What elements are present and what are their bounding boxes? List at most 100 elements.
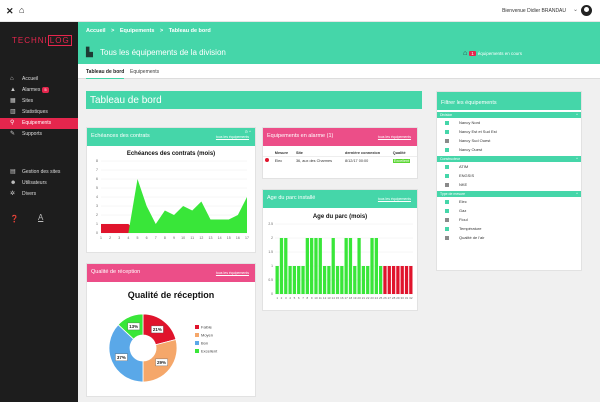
- data-label: 13%: [129, 324, 138, 329]
- filter-item[interactable]: Nancy Ouest: [437, 145, 581, 154]
- x-tick-label: 5: [294, 296, 296, 300]
- legend-label: Excellent: [201, 349, 218, 354]
- table-header: Mesure: [274, 151, 289, 155]
- y-tick-label: 3: [96, 204, 98, 208]
- chevron-down-icon[interactable]: ⌄: [572, 7, 578, 13]
- alarm-count-badge: 5: [42, 87, 49, 93]
- bar: [335, 266, 340, 294]
- filter-section-header[interactable]: Constructeur: [437, 156, 581, 162]
- contracts-panel-title: Echéances des contrats: [91, 133, 150, 139]
- page-title: Tous les équipements de la division: [100, 48, 226, 57]
- x-tick-label: 4: [289, 296, 291, 300]
- data-label-box: [155, 358, 168, 367]
- home-icon[interactable]: ⌂: [19, 5, 25, 15]
- data-label: 29%: [157, 360, 166, 365]
- age-panel-title: Age du parc installé: [267, 195, 316, 201]
- sidebar-item-equipements[interactable]: ⚲ Equipements: [0, 118, 78, 129]
- bar: [301, 266, 305, 294]
- options-icon[interactable]: ⊙ ^: [244, 129, 251, 134]
- dashboard-title: Tableau de bord: [86, 91, 422, 109]
- close-icon[interactable]: ✕: [6, 6, 14, 16]
- age-link[interactable]: tous les équipements: [377, 197, 411, 201]
- x-tick-label: 26: [383, 296, 387, 300]
- filter-item[interactable]: Nancy Sud Ouest: [437, 136, 581, 145]
- filter-item[interactable]: Qualité de l'air: [437, 233, 581, 242]
- legend-swatch: [195, 349, 199, 353]
- table-header: Site: [295, 151, 303, 155]
- data-label-box: [127, 322, 140, 331]
- breadcrumb-equipements[interactable]: Equipements: [119, 28, 155, 34]
- pie-slice: [108, 324, 144, 383]
- quality-link[interactable]: tous les équipements: [215, 271, 249, 275]
- table-row[interactable]: Elec 36, aux des Charmes 8/12/17 00:00 E…: [263, 156, 417, 164]
- table-cell: Elec: [272, 156, 294, 164]
- age-chart: 00.511.522.51 2 3 4 5 6 7 8 9 10 11 12 13 14 15 16 17 18 1…: [268, 222, 413, 300]
- filter-section-header[interactable]: Type de mesure: [437, 191, 581, 197]
- x-tick-label: 3: [118, 236, 120, 240]
- age-chart-title: Age du parc (mois): [312, 214, 368, 220]
- contracts-panel-header: Echéances des contrats ⊙ ^ tous les équi…: [87, 128, 255, 146]
- tab-equipements[interactable]: Equipements: [130, 69, 160, 75]
- filter-item[interactable]: ENGSIS: [437, 171, 581, 180]
- x-tick-label: 9: [311, 296, 313, 300]
- y-tick-label: 0: [96, 231, 98, 235]
- x-tick-label: 12: [199, 236, 203, 240]
- filter-panel: Filtrer les équipements Division Nancy No…: [436, 91, 582, 271]
- quality-chart-title: Qualité de réception: [127, 290, 215, 300]
- filter-swatch: [445, 139, 449, 143]
- bar: [370, 238, 374, 294]
- bar: [391, 266, 396, 294]
- filter-item-label: NKE: [459, 182, 468, 187]
- filter-item[interactable]: Fioul: [437, 215, 581, 224]
- avatar[interactable]: [581, 5, 592, 16]
- quality-panel-header: Qualité de réception tous les équipement…: [87, 264, 255, 282]
- sidebar: TECHNI LOG ⌂ Accueil ▲ Alarmes 5 ▦ Sites ▥ Sta…: [0, 22, 78, 402]
- data-label-box: [151, 325, 164, 334]
- sidebar-item-utilisateurs[interactable]: ☻ Utilisateurs: [0, 178, 78, 189]
- filter-item[interactable]: Nancy Est et Sud Est: [437, 127, 581, 136]
- y-tick-label: 1.5: [268, 250, 273, 254]
- filter-item[interactable]: NKE: [437, 180, 581, 189]
- sidebar-item-divers[interactable]: ✲ Divers: [0, 189, 78, 200]
- help-icon[interactable]: ❓: [10, 216, 19, 223]
- age-panel-header: Age du parc installé tous les équipement…: [263, 190, 417, 208]
- table-cell: 36, aux des Charmes: [293, 156, 343, 164]
- alarms-table: Mesure Site dernière connexion Qualité E…: [263, 150, 417, 164]
- x-tick-label: 11: [319, 296, 322, 300]
- bar: [284, 238, 288, 294]
- legend-swatch: [195, 325, 199, 329]
- filter-item[interactable]: Gaz: [437, 206, 581, 215]
- filter-item[interactable]: ATIM: [437, 162, 581, 171]
- filter-item[interactable]: Elec: [437, 197, 581, 206]
- x-tick-label: 13: [209, 236, 213, 240]
- grid-icon: ▦: [10, 98, 16, 104]
- sidebar-item-statistiques[interactable]: ▥ Statistiques: [0, 107, 78, 118]
- breadcrumb-home[interactable]: Accueil: [86, 28, 106, 34]
- table-cell: 8/12/17 00:00: [343, 156, 391, 164]
- bar: [314, 238, 318, 294]
- sidebar-item-sites[interactable]: ▦ Sites: [0, 96, 78, 107]
- font-size-icon[interactable]: A: [38, 213, 44, 222]
- x-tick-label: 27: [388, 296, 392, 300]
- data-label: 21%: [153, 327, 162, 332]
- table-cell: Excellent: [390, 156, 417, 164]
- sidebar-item-accueil[interactable]: ⌂ Accueil: [0, 74, 78, 85]
- filter-item-label: Fioul: [459, 217, 468, 222]
- filter-section-header[interactable]: Division: [437, 112, 581, 118]
- filter-item[interactable]: Nancy Nord: [437, 118, 581, 127]
- x-tick-label: 21: [362, 296, 366, 300]
- user-name[interactable]: Bienvenue Didier BRANDAU: [502, 8, 566, 14]
- x-tick-label: 13: [327, 296, 331, 300]
- sidebar-item-gestion-sites[interactable]: ▤ Gestion des sites: [0, 167, 78, 178]
- sidebar-item-alarmes[interactable]: ▲ Alarmes 5: [0, 85, 78, 96]
- sidebar-item-supports[interactable]: ✎ Supports: [0, 129, 78, 140]
- contracts-link[interactable]: tous les équipements: [215, 135, 249, 139]
- filter-item[interactable]: Température: [437, 224, 581, 233]
- bar: [292, 266, 297, 294]
- filter-swatch: [445, 227, 449, 231]
- filter-swatch: [445, 209, 449, 213]
- bar: [340, 266, 344, 294]
- alarms-link[interactable]: tous les équipements: [377, 135, 411, 139]
- bar: [357, 238, 361, 294]
- search-icon: ⚲: [10, 120, 15, 126]
